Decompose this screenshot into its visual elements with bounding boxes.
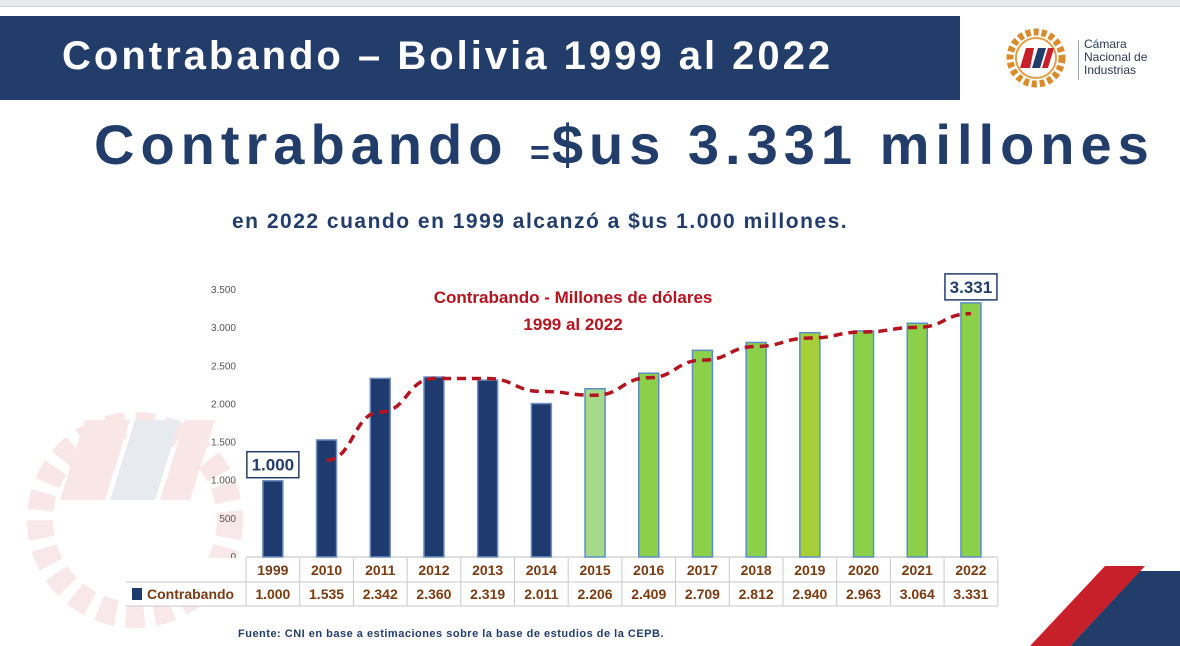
chart-subtitle: 1999 al 2022: [523, 315, 622, 334]
value-callout: 1.000: [252, 456, 295, 475]
x-tick-label: 2014: [526, 562, 557, 578]
table-value: 2.206: [578, 586, 613, 602]
title-banner: Contrabando – Bolivia 1999 al 2022: [0, 16, 960, 100]
headline-word: Contrabando: [94, 113, 509, 176]
x-tick-label: 2018: [741, 562, 772, 578]
table-value: 2.963: [846, 586, 881, 602]
bar: [745, 341, 767, 558]
page-title: Contrabando – Bolivia 1999 al 2022: [62, 34, 834, 78]
table-value: 2.409: [631, 586, 666, 602]
x-tick-label: 2013: [472, 562, 503, 578]
y-tick-label: 0: [230, 552, 236, 563]
y-tick-label: 2.000: [211, 399, 236, 410]
bar: [423, 376, 445, 558]
table-value: 2.360: [416, 586, 451, 602]
table-value: 3.331: [953, 586, 988, 602]
logo-divider: [1078, 40, 1079, 80]
value-callout-box: [246, 450, 300, 479]
x-tick-label: 2020: [848, 562, 879, 578]
logo-line: Nacional de: [1084, 50, 1148, 64]
legend-label: Contrabando: [147, 586, 234, 602]
cni-logo: Cámara Nacional de Industrias: [1002, 24, 1172, 94]
gear-logo-icon: [1006, 28, 1066, 88]
table-value: 2.812: [739, 586, 774, 602]
bar: [691, 349, 714, 558]
bar: [476, 379, 499, 558]
x-tick-label: 2022: [955, 562, 986, 578]
bar: [530, 402, 553, 558]
corner-decoration: [1030, 566, 1180, 646]
y-tick-label: 3.500: [211, 285, 236, 296]
value-callout: 3.331: [950, 278, 993, 297]
table-value: 2.011: [524, 586, 558, 602]
bar: [262, 479, 284, 558]
legend-swatch: [132, 588, 142, 600]
bar: [852, 330, 875, 558]
top-border: [0, 0, 1180, 7]
cni-watermark: [27, 412, 243, 628]
y-tick-label: 1.000: [211, 476, 236, 487]
table-value: 2.319: [470, 586, 505, 602]
bar: [638, 372, 660, 558]
y-tick-label: 3.000: [211, 323, 236, 334]
bar: [369, 377, 391, 558]
x-tick-label: 2015: [579, 562, 610, 578]
subheadline: en 2022 cuando en 1999 alcanzó a $us 1.0…: [232, 210, 849, 233]
bar: [960, 302, 982, 558]
x-tick-label: 2019: [794, 562, 825, 578]
x-tick-label: 2016: [633, 562, 664, 578]
source-note: Fuente: CNI en base a estimaciones sobre…: [238, 628, 665, 640]
value-callout-box: [944, 273, 998, 301]
table-value: 2.940: [792, 586, 827, 602]
x-tick-label: 2021: [902, 562, 933, 578]
bar: [584, 387, 606, 558]
table-value: 1.535: [309, 586, 344, 602]
x-tick-label: 1999: [257, 562, 288, 578]
x-tick-label: 2017: [687, 562, 718, 578]
y-tick-label: 1.500: [211, 438, 236, 449]
bar: [906, 322, 928, 558]
logo-line: Industrias: [1084, 63, 1137, 77]
bar: [799, 331, 821, 558]
headline-amount: $us 3.331 millones: [551, 113, 1155, 176]
chart-title: Contrabando - Millones de dólares: [434, 288, 713, 307]
table-value: 1.000: [255, 586, 290, 602]
bar-chart: 0 500 1.000 1.500 2.000 2.500 3.000 3.500 Contra…: [126, 273, 999, 607]
x-tick-label: 2012: [418, 562, 449, 578]
headline-equals: =: [529, 134, 552, 172]
bar: [315, 439, 338, 558]
table-value: 3.064: [900, 586, 935, 602]
logo-line: Cámara: [1084, 37, 1127, 51]
headline: Contrabando =$us 3.331 millones: [94, 112, 1155, 177]
x-tick-label: 2010: [311, 562, 342, 578]
y-tick-label: 2.500: [211, 361, 236, 372]
x-tick-label: 2011: [365, 562, 396, 578]
y-tick-label: 500: [219, 514, 236, 525]
logo-text: Cámara Nacional de Industrias: [1084, 38, 1147, 77]
table-value: 2.709: [685, 586, 720, 602]
trend-line: [326, 311, 971, 462]
table-value: 2.342: [363, 586, 398, 602]
